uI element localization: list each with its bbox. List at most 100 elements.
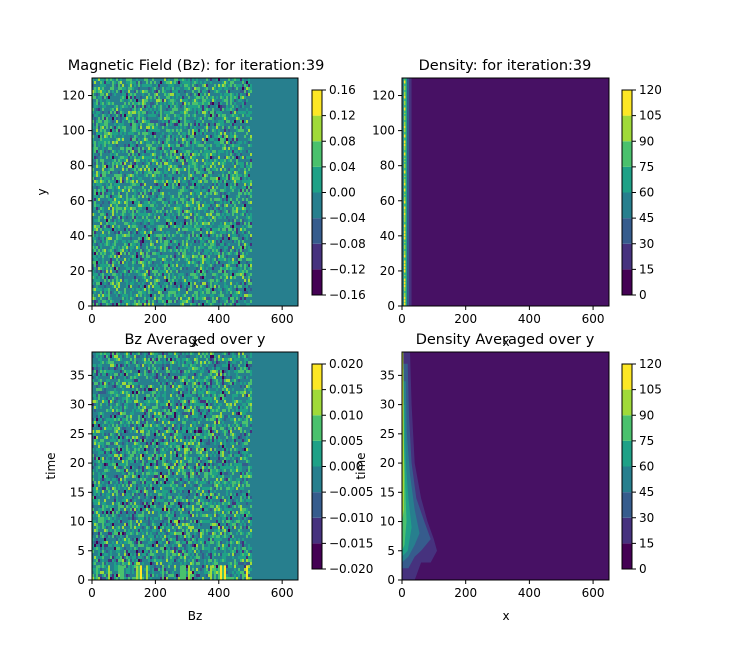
heatmap-cell bbox=[188, 261, 190, 264]
heatmap-cell bbox=[196, 198, 198, 201]
heatmap-cell bbox=[200, 207, 202, 210]
heatmap-cell bbox=[242, 156, 244, 159]
heatmap-cell bbox=[220, 276, 222, 279]
heatmap-cell bbox=[172, 403, 174, 406]
heatmap-cell bbox=[108, 370, 110, 373]
heatmap-cell bbox=[114, 427, 116, 430]
heatmap-cell bbox=[196, 367, 198, 370]
heatmap-cell bbox=[196, 192, 198, 195]
heatmap-cell bbox=[230, 183, 232, 186]
heatmap-cell bbox=[182, 186, 184, 189]
heatmap-cell bbox=[110, 144, 112, 147]
heatmap-cell bbox=[122, 198, 124, 201]
heatmap-cell bbox=[112, 78, 114, 81]
heatmap-cell bbox=[188, 126, 190, 129]
heatmap-cell bbox=[200, 391, 202, 394]
heatmap-cell bbox=[206, 165, 208, 168]
heatmap-cell bbox=[164, 394, 166, 397]
heatmap-cell bbox=[124, 240, 126, 243]
heatmap-cell bbox=[200, 364, 202, 367]
heatmap-cell bbox=[206, 159, 208, 162]
heatmap-cell bbox=[232, 87, 234, 90]
heatmap-cell bbox=[250, 216, 252, 219]
heatmap-cell bbox=[134, 361, 136, 364]
heatmap-cell bbox=[160, 285, 162, 288]
heatmap-cell bbox=[244, 391, 246, 394]
heatmap-cell bbox=[118, 192, 120, 195]
heatmap-cell bbox=[222, 117, 224, 120]
heatmap-cell bbox=[250, 165, 252, 168]
heatmap-cell bbox=[114, 273, 116, 276]
heatmap-cell bbox=[162, 243, 164, 246]
heatmap-cell bbox=[146, 159, 148, 162]
heatmap-cell bbox=[212, 156, 214, 159]
heatmap-cell bbox=[96, 252, 98, 255]
heatmap-cell bbox=[216, 240, 218, 243]
heatmap-cell bbox=[154, 279, 156, 282]
heatmap-cell bbox=[116, 285, 118, 288]
heatmap-cell bbox=[170, 367, 172, 370]
heatmap-cell bbox=[114, 219, 116, 222]
heatmap-cell bbox=[100, 120, 102, 123]
heatmap-cell bbox=[148, 403, 150, 406]
heatmap-cell bbox=[130, 150, 132, 153]
heatmap-cell bbox=[106, 418, 108, 421]
heatmap-cell bbox=[188, 132, 190, 135]
heatmap-cell bbox=[150, 135, 152, 138]
heatmap-cell bbox=[110, 352, 112, 355]
heatmap-cell bbox=[192, 234, 194, 237]
heatmap-cell bbox=[403, 273, 406, 275]
heatmap-cell bbox=[94, 114, 96, 117]
heatmap-cell bbox=[108, 192, 110, 195]
heatmap-cell bbox=[152, 90, 154, 93]
heatmap-cell bbox=[166, 153, 168, 156]
heatmap-cell bbox=[134, 355, 136, 358]
heatmap-cell bbox=[210, 243, 212, 246]
heatmap-cell bbox=[166, 201, 168, 204]
heatmap-cell bbox=[202, 424, 204, 427]
heatmap-cell bbox=[204, 382, 206, 385]
heatmap-cell bbox=[182, 370, 184, 373]
heatmap-cell bbox=[248, 192, 250, 195]
heatmap-cell bbox=[120, 99, 122, 102]
heatmap-cell bbox=[108, 219, 110, 222]
heatmap-cell bbox=[120, 114, 122, 117]
heatmap-cell bbox=[206, 126, 208, 129]
heatmap-cell bbox=[150, 258, 152, 261]
heatmap-cell bbox=[124, 418, 126, 421]
heatmap-cell bbox=[232, 225, 234, 228]
heatmap-cell bbox=[174, 123, 176, 126]
heatmap-cell bbox=[170, 201, 172, 204]
heatmap-cell bbox=[190, 186, 192, 189]
heatmap-cell bbox=[136, 421, 138, 424]
heatmap-cell bbox=[220, 102, 222, 105]
heatmap-cell bbox=[212, 291, 214, 294]
heatmap-cell bbox=[238, 195, 240, 198]
heatmap-cell bbox=[250, 394, 252, 397]
heatmap-cell bbox=[136, 288, 138, 291]
heatmap-cell bbox=[144, 297, 146, 300]
heatmap-cell bbox=[128, 355, 130, 358]
heatmap-cell bbox=[124, 210, 126, 213]
heatmap-cell bbox=[110, 361, 112, 364]
heatmap-cell bbox=[130, 135, 132, 138]
heatmap-cell bbox=[180, 391, 182, 394]
heatmap-cell bbox=[212, 207, 214, 210]
heatmap-cell bbox=[112, 364, 114, 367]
heatmap-cell bbox=[176, 150, 178, 153]
heatmap-cell bbox=[206, 153, 208, 156]
heatmap-cell bbox=[210, 78, 212, 81]
heatmap-cell bbox=[212, 376, 214, 379]
heatmap-cell bbox=[162, 120, 164, 123]
heatmap-cell bbox=[180, 159, 182, 162]
heatmap-cell bbox=[238, 424, 240, 427]
heatmap-cell bbox=[403, 288, 406, 290]
heatmap-cell bbox=[174, 246, 176, 249]
heatmap-cell bbox=[122, 168, 124, 171]
heatmap-cell bbox=[220, 201, 222, 204]
heatmap-cell bbox=[168, 168, 170, 171]
heatmap-cell bbox=[204, 400, 206, 403]
heatmap-cell bbox=[248, 249, 250, 252]
heatmap-cell bbox=[96, 352, 98, 355]
heatmap-cell bbox=[144, 373, 146, 376]
